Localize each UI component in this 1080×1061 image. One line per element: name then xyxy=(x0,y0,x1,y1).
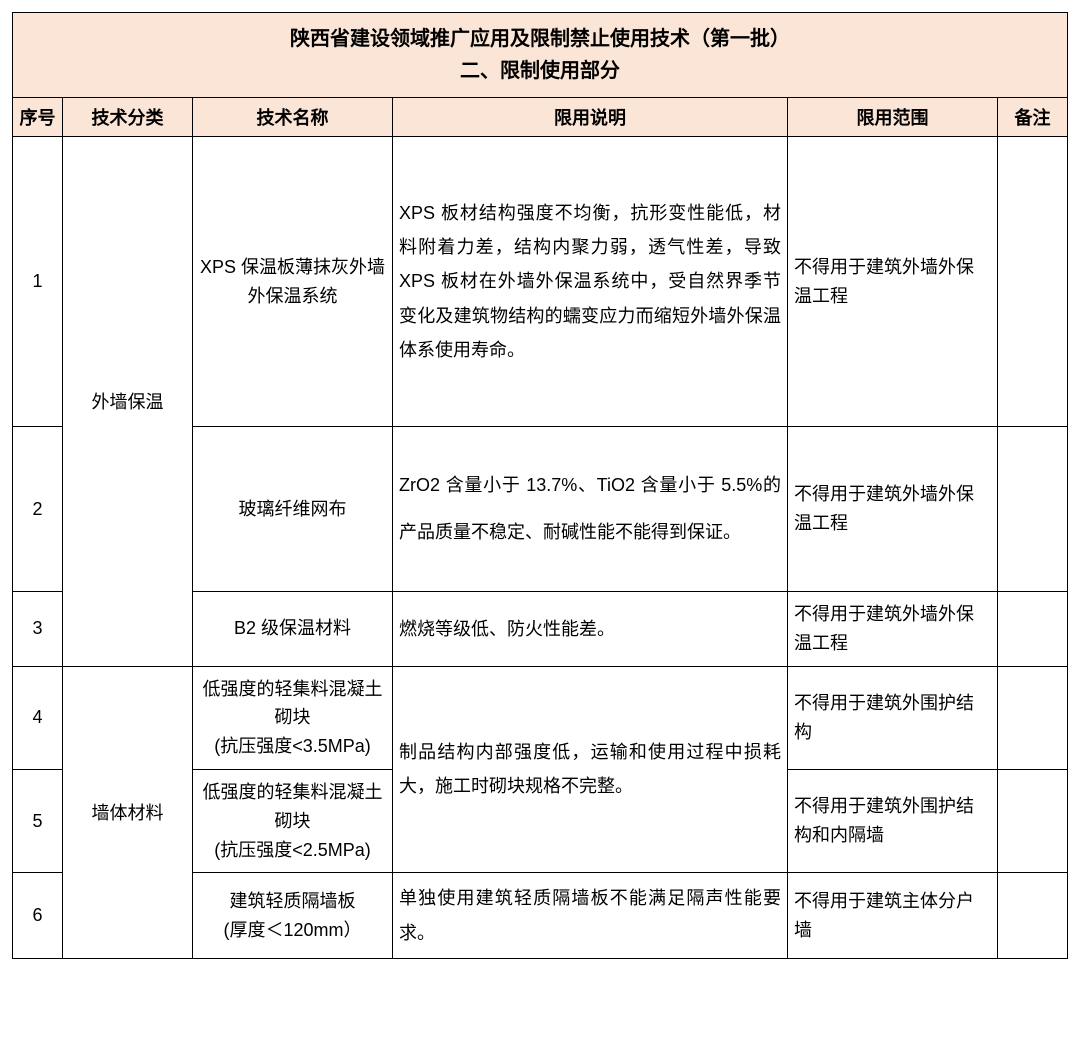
cell-scope: 不得用于建筑外围护结构和内隔墙 xyxy=(788,769,998,872)
cell-name: XPS 保温板薄抹灰外墙外保温系统 xyxy=(193,137,393,427)
cell-cat: 外墙保温 xyxy=(63,137,193,667)
cell-desc: 燃烧等级低、防火性能差。 xyxy=(393,592,788,667)
col-header-desc: 限用说明 xyxy=(393,98,788,137)
cell-seq: 4 xyxy=(13,666,63,769)
cell-seq: 3 xyxy=(13,592,63,667)
cell-desc: XPS 板材结构强度不均衡，抗形变性能低，材料附着力差，结构内聚力弱，透气性差，… xyxy=(393,137,788,427)
table-title-row: 陕西省建设领域推广应用及限制禁止使用技术（第一批） 二、限制使用部分 xyxy=(13,13,1068,98)
cell-note xyxy=(998,769,1068,872)
cell-scope: 不得用于建筑外墙外保温工程 xyxy=(788,427,998,592)
cell-note xyxy=(998,137,1068,427)
cell-note xyxy=(998,592,1068,667)
cell-scope: 不得用于建筑外围护结构 xyxy=(788,666,998,769)
cell-scope: 不得用于建筑外墙外保温工程 xyxy=(788,592,998,667)
cell-desc: 制品结构内部强度低，运输和使用过程中损耗大，施工时砌块规格不完整。 xyxy=(393,666,788,873)
table-row: 4 墙体材料 低强度的轻集料混凝土砌块 (抗压强度<3.5MPa) 制品结构内部… xyxy=(13,666,1068,769)
table-row: 1 外墙保温 XPS 保温板薄抹灰外墙外保温系统 XPS 板材结构强度不均衡，抗… xyxy=(13,137,1068,427)
cell-scope: 不得用于建筑外墙外保温工程 xyxy=(788,137,998,427)
cell-desc: ZrO2 含量小于 13.7%、TiO2 含量小于 5.5%的产品质量不稳定、耐… xyxy=(393,427,788,592)
cell-seq: 5 xyxy=(13,769,63,872)
col-header-cat: 技术分类 xyxy=(63,98,193,137)
cell-note xyxy=(998,427,1068,592)
table-header-row: 序号 技术分类 技术名称 限用说明 限用范围 备注 xyxy=(13,98,1068,137)
cell-scope: 不得用于建筑主体分户墙 xyxy=(788,873,998,958)
cell-name: 低强度的轻集料混凝土砌块 (抗压强度<2.5MPa) xyxy=(193,769,393,872)
cell-note xyxy=(998,873,1068,958)
cell-name: 低强度的轻集料混凝土砌块 (抗压强度<3.5MPa) xyxy=(193,666,393,769)
cell-name: 建筑轻质隔墙板 (厚度＜120mm） xyxy=(193,873,393,958)
col-header-seq: 序号 xyxy=(13,98,63,137)
cell-seq: 2 xyxy=(13,427,63,592)
restricted-tech-table: 陕西省建设领域推广应用及限制禁止使用技术（第一批） 二、限制使用部分 序号 技术… xyxy=(12,12,1068,959)
col-header-scope: 限用范围 xyxy=(788,98,998,137)
table-title: 陕西省建设领域推广应用及限制禁止使用技术（第一批） 二、限制使用部分 xyxy=(13,13,1068,98)
col-header-name: 技术名称 xyxy=(193,98,393,137)
cell-cat: 墙体材料 xyxy=(63,666,193,958)
col-header-note: 备注 xyxy=(998,98,1068,137)
cell-name: B2 级保温材料 xyxy=(193,592,393,667)
cell-note xyxy=(998,666,1068,769)
title-line-2: 二、限制使用部分 xyxy=(19,55,1061,87)
title-line-1: 陕西省建设领域推广应用及限制禁止使用技术（第一批） xyxy=(19,23,1061,55)
cell-name: 玻璃纤维网布 xyxy=(193,427,393,592)
cell-desc: 单独使用建筑轻质隔墙板不能满足隔声性能要求。 xyxy=(393,873,788,958)
cell-seq: 6 xyxy=(13,873,63,958)
cell-seq: 1 xyxy=(13,137,63,427)
